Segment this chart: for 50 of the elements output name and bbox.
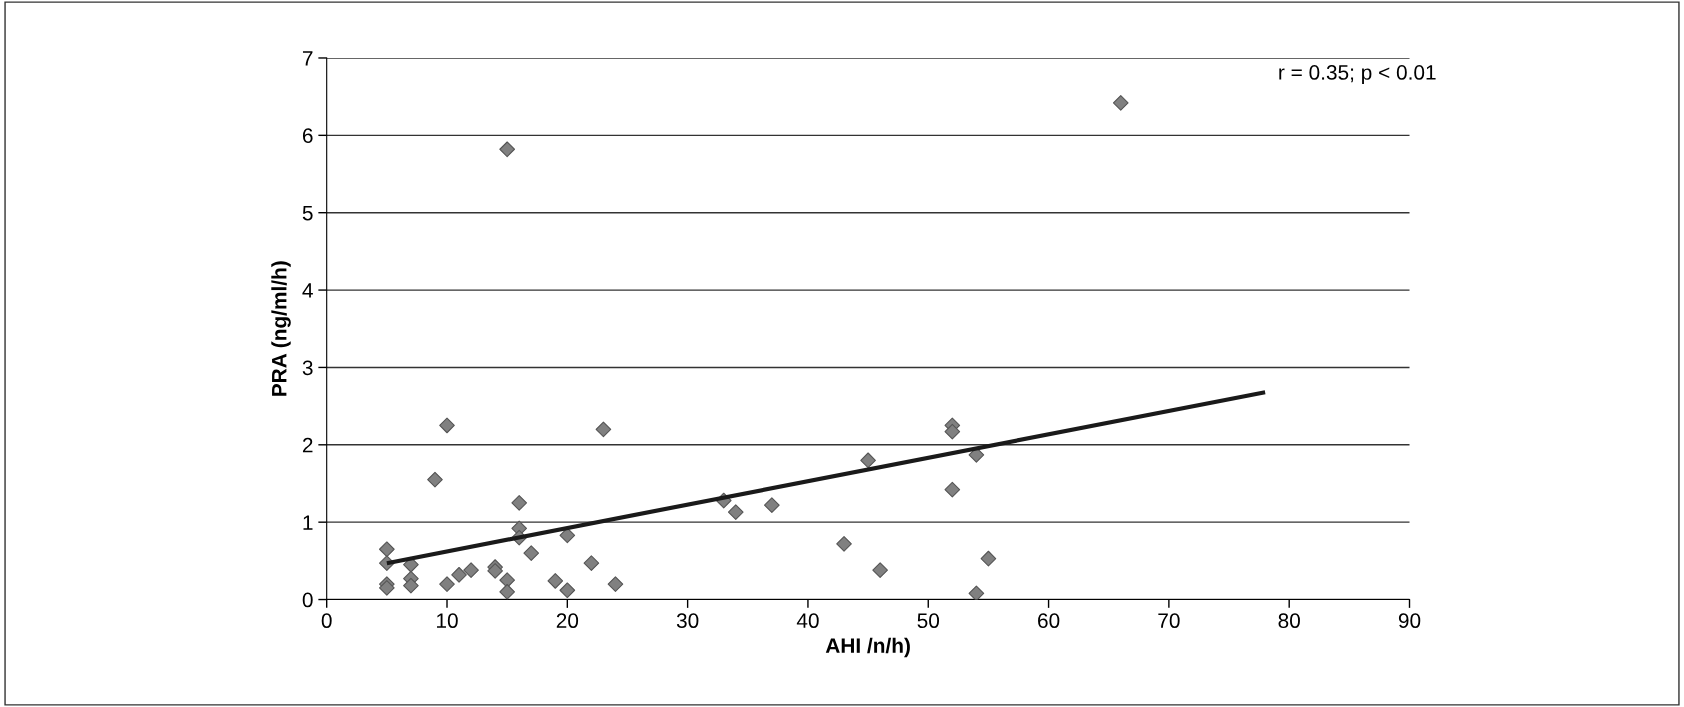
point — [980, 550, 997, 567]
y-tick-label: 2 — [302, 437, 313, 453]
x-tick-label: 20 — [556, 613, 579, 629]
point — [547, 573, 564, 589]
point — [559, 582, 576, 599]
x-tick-label: 90 — [1398, 613, 1421, 629]
point — [559, 527, 576, 544]
point — [595, 421, 612, 438]
point — [439, 417, 455, 434]
y-tick-label: 5 — [302, 205, 313, 221]
point — [944, 423, 961, 440]
point — [583, 555, 600, 572]
point — [463, 562, 479, 578]
y-tick-label: 0 — [302, 592, 313, 608]
x-tick-label: 80 — [1278, 613, 1300, 629]
point — [379, 580, 395, 596]
x-tick-label: 0 — [321, 613, 332, 629]
point — [523, 545, 540, 561]
point — [427, 471, 443, 488]
point — [499, 583, 516, 600]
point — [1112, 95, 1129, 111]
point — [499, 141, 516, 158]
x-axis-title: AHI /n/h) — [825, 637, 910, 658]
point — [944, 481, 961, 498]
point — [511, 494, 528, 511]
y-tick-label: 6 — [302, 128, 313, 144]
point — [607, 576, 624, 592]
x-tick-label: 40 — [796, 613, 819, 629]
point — [836, 535, 852, 552]
point — [439, 576, 455, 592]
x-tick-label: 10 — [437, 613, 458, 629]
point — [379, 541, 395, 558]
point — [872, 562, 888, 578]
y-tick-label: 7 — [302, 51, 313, 66]
point — [727, 504, 744, 520]
x-tick-label: 50 — [917, 613, 940, 629]
x-tick-label: 70 — [1158, 613, 1180, 629]
point — [403, 577, 419, 594]
x-tick-label: 30 — [676, 613, 699, 629]
point — [487, 563, 503, 579]
point — [764, 497, 780, 513]
annotation: r = 0.35; p < 0.01 — [1279, 65, 1436, 84]
y-tick-label: 4 — [302, 283, 313, 298]
y-tick-label: 3 — [302, 360, 313, 376]
y-axis-title: PRA (ng/ml/h) — [271, 261, 291, 396]
y-tick-label: 1 — [303, 515, 313, 530]
x-tick-label: 60 — [1038, 613, 1060, 629]
point — [451, 566, 467, 583]
point — [968, 585, 985, 600]
point — [860, 452, 876, 469]
